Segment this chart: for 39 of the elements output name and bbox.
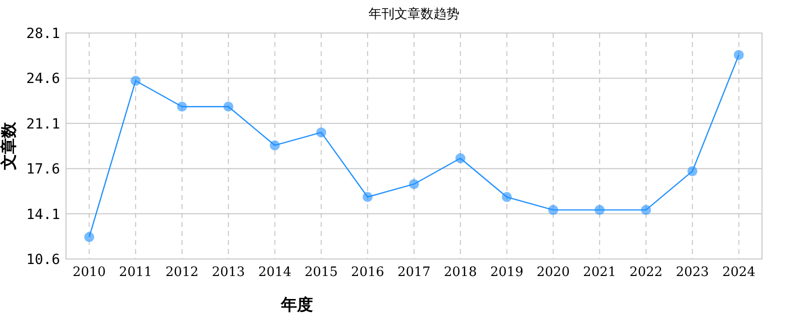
y-tick-label: 14.1 [26, 206, 60, 223]
point [316, 127, 326, 138]
point [641, 204, 651, 215]
point [455, 153, 466, 164]
x-tick-label: 2018 [444, 265, 477, 280]
x-tick-label: 2015 [304, 265, 338, 280]
point [734, 50, 744, 60]
x-tick-label: 2017 [397, 265, 431, 280]
y-tick-label: 17.6 [26, 162, 60, 178]
x-tick-label: 2012 [165, 265, 199, 280]
y-tick-label: 28.1 [26, 26, 60, 42]
x-tick-label: 2020 [536, 265, 570, 280]
point [502, 192, 512, 202]
x-tick-label: 2021 [583, 265, 616, 280]
point [687, 166, 698, 176]
chart-title: 年刊文章数趋势 [368, 7, 460, 22]
y-tick-label: 21.1 [26, 116, 60, 132]
y-tick-label: 24.6 [26, 71, 60, 88]
x-tick-label: 2010 [72, 265, 106, 280]
x-tick-label: 2023 [676, 265, 709, 280]
x-tick-label: 2019 [490, 265, 524, 280]
x-tick-label: 2013 [212, 265, 245, 280]
x-tick-label: 2014 [258, 265, 292, 280]
x-tick-label: 2024 [722, 265, 756, 280]
x-tick-label: 2022 [629, 265, 663, 280]
point [177, 102, 187, 112]
point [84, 232, 94, 242]
point [409, 179, 419, 190]
point [223, 102, 234, 112]
point [594, 204, 605, 215]
point [130, 76, 141, 86]
point [270, 140, 280, 150]
y-tick-label: 10.6 [26, 252, 60, 268]
point [548, 204, 558, 215]
x-tick-label: 2016 [351, 265, 384, 280]
y-axis-title: 文章数 [0, 121, 18, 171]
x-axis-title: 年度 [280, 295, 313, 314]
point [362, 192, 373, 202]
x-tick-label: 2011 [119, 265, 152, 280]
